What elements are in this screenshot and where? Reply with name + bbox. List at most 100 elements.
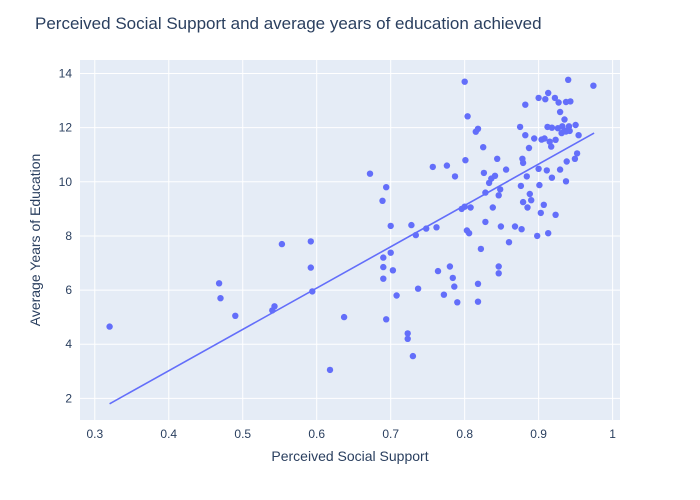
scatter-point — [461, 78, 468, 85]
scatter-point — [451, 173, 459, 180]
scatter-point — [409, 352, 417, 360]
y-tick-label: 10 — [59, 175, 73, 189]
scatter-point — [474, 280, 482, 287]
scatter-point — [566, 127, 573, 135]
scatter-point — [393, 292, 400, 299]
x-tick-label: 0.3 — [86, 427, 103, 441]
scatter-point — [467, 204, 474, 211]
y-tick-label: 14 — [59, 67, 73, 81]
scatter-point — [309, 288, 316, 295]
x-tick-label: 0.8 — [456, 427, 473, 441]
scatter-point — [106, 323, 113, 330]
x-tick-label: 0.4 — [160, 427, 177, 441]
scatter-point — [497, 223, 505, 230]
scatter-point — [271, 303, 278, 310]
scatter-point — [408, 221, 415, 229]
scatter-point — [307, 238, 314, 245]
scatter-point — [548, 124, 556, 131]
scatter-point — [534, 232, 541, 240]
scatter-point — [528, 197, 535, 204]
scatter-point — [489, 204, 496, 211]
scatter-point — [414, 285, 422, 292]
scatter-point — [551, 94, 559, 102]
scatter-point — [537, 209, 544, 217]
scatter-point — [480, 144, 487, 151]
trend-line — [109, 132, 595, 405]
y-tick-label: 6 — [65, 283, 72, 297]
x-tick-label: 0.9 — [530, 427, 547, 441]
scatter-point — [326, 366, 334, 374]
scatter-point — [552, 136, 559, 143]
scatter-point — [412, 231, 419, 239]
scatter-point — [454, 299, 461, 306]
scatter-point — [389, 267, 397, 274]
scatter-point — [562, 178, 570, 185]
scatter-point — [541, 135, 548, 142]
scatter-point — [434, 267, 442, 275]
scatter-point — [380, 275, 387, 282]
scatter-point — [387, 222, 394, 230]
scatter-point — [215, 280, 223, 287]
scatter-point — [556, 108, 564, 116]
scatter-point — [340, 313, 348, 321]
chart-title: Perceived Social Support and average yea… — [35, 14, 542, 33]
y-tick-label: 12 — [59, 121, 73, 135]
scatter-point — [480, 169, 488, 177]
scatter-point — [524, 204, 531, 211]
scatter-point — [522, 132, 529, 139]
scatter-point — [482, 189, 489, 196]
scatter-point — [516, 123, 524, 131]
scatter-point — [563, 158, 570, 165]
trend-line-layer — [109, 132, 595, 405]
scatter-point — [517, 182, 525, 190]
grid-lines — [80, 60, 620, 420]
scatter-point — [522, 101, 529, 108]
scatter-point — [429, 163, 436, 171]
scatter-point — [446, 263, 454, 270]
scatter-point — [525, 144, 533, 152]
scatter-point — [465, 230, 473, 237]
y-tick-label: 8 — [65, 229, 72, 243]
scatter-point — [495, 192, 502, 199]
scatter-point — [494, 155, 501, 162]
scatter-point — [519, 198, 527, 206]
scatter-point — [511, 223, 519, 230]
scatter-point — [449, 274, 456, 282]
scatter-point — [535, 165, 542, 172]
scatter-point — [572, 121, 579, 129]
scatter-point — [505, 239, 513, 246]
scatter-point — [474, 125, 482, 132]
scatter-point — [232, 312, 239, 319]
scatter-point — [540, 201, 547, 208]
scatter-point — [451, 283, 458, 290]
scatter-point — [383, 316, 390, 323]
scatter-point — [495, 270, 502, 277]
scatter-point — [404, 330, 411, 337]
scatter-point — [535, 94, 542, 102]
scatter-point — [495, 263, 502, 270]
scatter-point — [217, 295, 224, 302]
scatter-point — [548, 143, 555, 150]
scatter-point — [497, 186, 504, 193]
scatter-point — [464, 113, 471, 120]
scatter-point — [565, 76, 572, 84]
scatter-point — [556, 166, 564, 173]
scatter-point — [519, 159, 527, 167]
scatter-point — [526, 190, 533, 198]
scatter-point — [575, 132, 582, 139]
scatter-point — [590, 82, 597, 89]
x-tick-label: 0.7 — [382, 427, 399, 441]
scatter-point — [404, 335, 411, 342]
x-tick-label: 0.6 — [308, 427, 325, 441]
scatter-point — [387, 249, 394, 256]
scatter-point — [542, 96, 549, 103]
scatter-point — [545, 230, 552, 237]
scatter-point — [443, 162, 451, 169]
scatter-point — [474, 298, 482, 305]
x-tick-label: 1 — [609, 427, 616, 441]
scatter-point — [380, 254, 387, 261]
scatter-point — [536, 181, 543, 189]
